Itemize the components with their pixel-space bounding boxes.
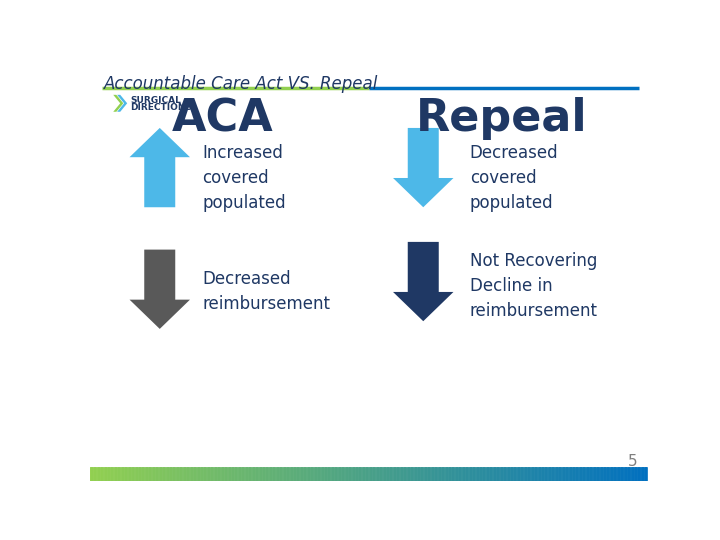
Text: DIRECTIONS: DIRECTIONS <box>130 103 192 112</box>
Text: Increased
covered
populated: Increased covered populated <box>202 144 286 212</box>
Text: Decreased
reimbursement: Decreased reimbursement <box>202 271 330 313</box>
Text: Accountable Care Act VS. Repeal: Accountable Care Act VS. Repeal <box>104 75 378 93</box>
Polygon shape <box>113 95 123 112</box>
Text: Not Recovering
Decline in
reimbursement: Not Recovering Decline in reimbursement <box>469 252 598 320</box>
Polygon shape <box>130 249 190 329</box>
Polygon shape <box>117 95 127 112</box>
Text: 5: 5 <box>628 454 637 469</box>
Polygon shape <box>393 242 454 321</box>
Polygon shape <box>130 128 190 207</box>
Text: SURGICAL: SURGICAL <box>130 96 181 105</box>
Text: Repeal: Repeal <box>415 97 587 140</box>
Polygon shape <box>393 128 454 207</box>
Text: Decreased
covered
populated: Decreased covered populated <box>469 144 559 212</box>
Text: ACA: ACA <box>171 97 273 140</box>
